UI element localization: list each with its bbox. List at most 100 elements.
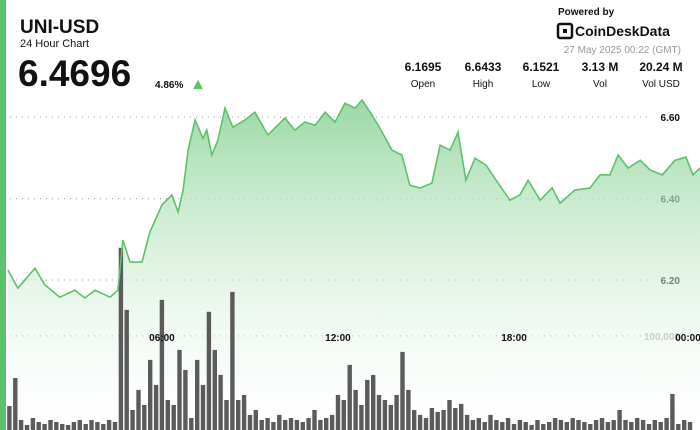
volume-bar	[453, 408, 458, 430]
volume-bar	[236, 400, 241, 430]
volume-bar	[599, 418, 605, 430]
volume-bar	[265, 418, 270, 430]
volume-bar	[646, 424, 652, 430]
volume-bar	[623, 420, 628, 430]
volume-bar	[635, 418, 640, 430]
volume-bar	[406, 389, 411, 430]
volume-bar	[500, 422, 505, 430]
volume-bar	[582, 422, 587, 430]
volume-bar	[388, 405, 393, 430]
volume-bar	[488, 414, 493, 430]
volume-bar	[640, 420, 646, 430]
subtitle: 24 Hour Chart	[20, 38, 89, 50]
volume-bar	[241, 395, 247, 430]
volume-bar	[165, 400, 170, 430]
volume-bar	[77, 420, 82, 430]
volume-bar	[277, 414, 282, 430]
volume-bar	[429, 408, 435, 430]
volume-bar	[652, 420, 657, 430]
stat-value: 20.24 M	[639, 60, 682, 74]
stat-label: Low	[532, 79, 551, 90]
volume-bar	[412, 410, 417, 430]
volume-bar	[617, 410, 622, 430]
volume-bar	[106, 420, 112, 430]
volume-bar	[687, 422, 693, 430]
volume-bar	[576, 420, 581, 430]
price: 6.4696	[18, 53, 131, 94]
volume-bar	[570, 418, 575, 430]
volume-bar	[48, 420, 53, 430]
volume-bar	[611, 420, 616, 430]
volume-bar	[142, 405, 147, 430]
volume-bar	[65, 425, 71, 430]
stat-label: High	[473, 79, 494, 90]
volume-bar	[18, 420, 24, 430]
volume-bar	[517, 420, 523, 430]
volume-bar	[423, 418, 429, 430]
volume-bar	[435, 411, 440, 430]
volume-bar	[101, 424, 106, 430]
volume-bar	[30, 418, 36, 430]
volume-bar	[318, 420, 323, 430]
stat-value: 6.1521	[523, 60, 560, 74]
volume-bar	[283, 420, 288, 430]
volume-bar	[347, 364, 352, 430]
volume-bar	[112, 422, 118, 430]
volume-bar	[329, 414, 335, 430]
volume-bar	[200, 384, 206, 430]
stat-label: Vol	[593, 79, 607, 90]
volume-bar	[541, 424, 546, 430]
stat-value: 6.1695	[405, 60, 442, 74]
up-arrow	[193, 80, 203, 89]
volume-bar	[564, 422, 569, 430]
powered-by: Powered by	[558, 7, 615, 18]
volume-bar	[464, 414, 470, 430]
volume-bar	[195, 359, 200, 430]
volume-bar	[529, 425, 534, 430]
volume-bar	[523, 422, 528, 430]
volume-bar	[42, 424, 47, 430]
volume-bar	[159, 299, 165, 430]
volume-bar	[658, 422, 663, 430]
volume-bar	[371, 375, 376, 430]
volume-bar	[189, 418, 194, 430]
volume-bar	[171, 405, 176, 430]
volume-bar	[494, 420, 499, 430]
price-area	[7, 100, 700, 430]
x-tick-label: 00:00	[675, 333, 700, 344]
x-tick-label: 06:00	[149, 333, 175, 344]
volume-bar	[441, 410, 446, 430]
volume-bar	[71, 422, 77, 430]
volume-bar	[24, 425, 30, 430]
volume-bar	[547, 422, 552, 430]
volume-bar	[341, 400, 346, 430]
volume-bar	[400, 351, 405, 430]
stat-label: Open	[411, 79, 435, 90]
volume-bar	[335, 395, 341, 430]
stat-value: 6.6433	[465, 60, 502, 74]
brand: CoinDeskData	[575, 23, 670, 39]
volume-bar	[459, 403, 464, 430]
volume-bar	[60, 424, 65, 430]
stat-label: Vol USD	[642, 79, 680, 90]
change: 4.86%	[155, 80, 183, 91]
volume-bar	[676, 424, 681, 430]
volume-bar	[253, 410, 258, 430]
volume-bar	[306, 418, 311, 430]
volume-bar	[288, 418, 294, 430]
volume-bar	[247, 414, 253, 430]
stat-value: 3.13 M	[582, 60, 619, 74]
y-tick-label: 6.60	[661, 113, 681, 124]
volume-bar	[588, 424, 593, 430]
volume-bar	[511, 424, 517, 430]
volume-bar	[682, 420, 687, 430]
volume-bar	[294, 420, 300, 430]
volume-bar	[89, 420, 94, 430]
volume-tick-label: 100,000	[644, 332, 681, 343]
volume-bar	[535, 420, 540, 430]
volume-bar	[36, 422, 41, 430]
volume-bar	[130, 410, 135, 430]
brand-logo	[556, 22, 574, 40]
